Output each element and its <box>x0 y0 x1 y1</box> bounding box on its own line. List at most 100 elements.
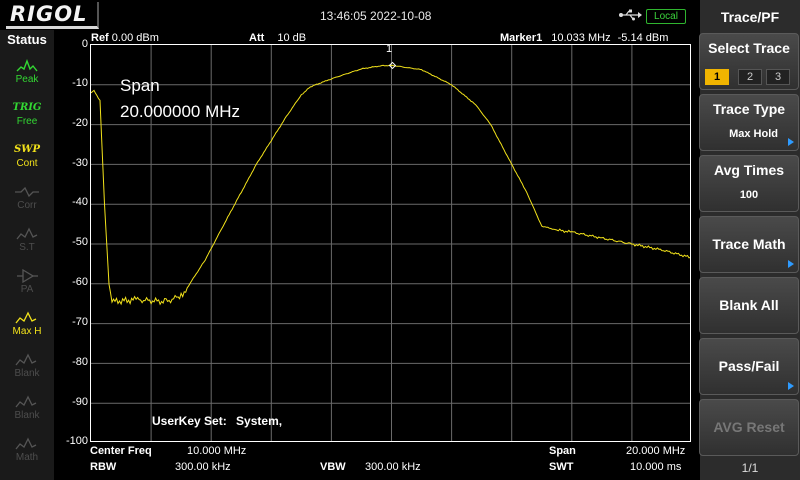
swt-label: SWT <box>549 461 574 473</box>
ref-level-readout: Ref 0.00 dBm <box>91 32 159 44</box>
select-trace-button[interactable]: Select Trace 1 2 3 <box>699 33 799 90</box>
span-value[interactable]: 20.000 MHz <box>626 445 686 457</box>
pass-fail-label: Pass/Fail <box>718 358 780 374</box>
blank-all-button[interactable]: Blank All <box>699 277 799 334</box>
peak-icon <box>16 59 38 72</box>
status-trig: TRIG Free <box>5 100 49 134</box>
status-math-label: Math <box>15 452 39 463</box>
y-tick-label: -60 <box>72 276 88 288</box>
datetime: 13:46:05 2022-10-08 <box>320 9 432 23</box>
page-indicator: 1/1 <box>741 461 759 475</box>
menu-title: Trace/PF <box>720 9 780 25</box>
y-tick-label: -70 <box>72 316 88 328</box>
rigol-logo: RIGOL <box>6 2 100 29</box>
avg-times-label: Avg Times <box>713 162 785 178</box>
trace-type-value: Max Hold <box>729 128 778 140</box>
attenuation-readout: Att 10 dB <box>249 32 306 44</box>
span-label: Span <box>549 445 576 457</box>
status-blank-2: Blank <box>5 394 49 428</box>
status-sweep-label: Cont <box>16 158 38 169</box>
y-tick-label: -50 <box>72 236 88 248</box>
status-sweep: SWP Cont <box>5 142 49 176</box>
status-blank-label: Blank <box>14 410 40 421</box>
y-tick-label: -30 <box>72 157 88 169</box>
y-tick-label: 0 <box>81 38 88 50</box>
trace-1-line <box>91 64 690 306</box>
spectrum-plot[interactable] <box>90 44 691 442</box>
y-tick-label: -40 <box>72 196 88 208</box>
status-trig-label: Free <box>16 116 38 127</box>
status-blank-label: Blank <box>14 368 40 379</box>
trace-type-label: Trace Type <box>712 101 786 117</box>
st-icon <box>16 227 38 240</box>
status-title: Status <box>7 32 47 47</box>
status-st-label: S.T <box>19 242 35 253</box>
span-overlay-value: 20.000000 MHz <box>120 102 241 121</box>
marker-readout: Marker1 10.033 MHz -5.14 dBm <box>500 32 668 44</box>
status-panel <box>0 30 54 480</box>
submenu-arrow-icon <box>788 260 794 268</box>
marker-level: -5.14 dBm <box>617 32 669 44</box>
status-pa-label: PA <box>20 284 34 295</box>
userkey-value: System, <box>236 414 283 428</box>
span-overlay-label: Span <box>120 76 160 95</box>
usb-icon <box>619 9 642 21</box>
marker-layer <box>388 61 397 70</box>
status-corr: Corr <box>5 184 49 218</box>
trace-2-option[interactable]: 2 <box>738 69 762 85</box>
status-max-hold: Max H <box>5 310 49 344</box>
status-st: S.T <box>5 226 49 260</box>
ref-label: Ref <box>91 32 109 44</box>
blank-icon <box>15 353 37 366</box>
trig-icon: TRIG <box>12 102 42 113</box>
local-badge: Local <box>646 9 686 24</box>
trace-type-button[interactable]: Trace Type Max Hold <box>699 94 799 151</box>
submenu-arrow-icon <box>788 382 794 390</box>
y-tick-label: -20 <box>72 117 88 129</box>
y-tick-label: -10 <box>72 77 88 89</box>
vbw-value[interactable]: 300.00 kHz <box>365 461 421 473</box>
top-bar <box>0 0 700 30</box>
corr-icon <box>15 186 39 198</box>
blank-icon <box>15 395 37 408</box>
swt-value[interactable]: 10.000 ms <box>630 461 682 473</box>
trace-1-option[interactable]: 1 <box>705 69 729 85</box>
y-tick-label: -100 <box>65 435 88 447</box>
userkey-label: UserKey Set: <box>152 414 227 428</box>
rbw-value[interactable]: 300.00 kHz <box>175 461 231 473</box>
blank-all-label: Blank All <box>719 297 779 313</box>
trace-layer <box>91 64 690 306</box>
vbw-label: VBW <box>320 461 346 473</box>
math-icon <box>15 437 37 450</box>
center-freq-value[interactable]: 10.000 MHz <box>187 445 247 457</box>
submenu-arrow-icon <box>788 138 794 146</box>
select-trace-label: Select Trace <box>708 40 790 56</box>
trace-math-button[interactable]: Trace Math <box>699 216 799 273</box>
userkey-readout: UserKey Set: System, <box>152 414 282 428</box>
status-math: Math <box>5 436 49 470</box>
avg-times-value: 100 <box>739 189 759 201</box>
att-value: 10 dB <box>277 32 307 44</box>
rbw-label: RBW <box>90 461 117 473</box>
pa-icon <box>17 268 38 284</box>
sweep-icon: SWP <box>14 144 40 155</box>
pass-fail-button[interactable]: Pass/Fail <box>699 338 799 395</box>
trace-3-option[interactable]: 3 <box>766 69 790 85</box>
status-blank-1: Blank <box>5 352 49 386</box>
y-tick-label: -80 <box>72 356 88 368</box>
avg-reset-button[interactable]: AVG Reset <box>699 399 799 456</box>
avg-times-button[interactable]: Avg Times 100 <box>699 155 799 212</box>
max-hold-icon <box>15 311 37 324</box>
status-peak-label: Peak <box>15 74 39 85</box>
marker-label: Marker1 <box>500 32 543 44</box>
marker-freq: 10.033 MHz <box>551 32 611 44</box>
avg-reset-label: AVG Reset <box>713 419 785 435</box>
status-pa: PA <box>5 268 49 302</box>
status-max-hold-label: Max H <box>12 326 42 337</box>
marker-1-diamond <box>388 61 397 70</box>
marker-1-label: 1 <box>386 43 393 55</box>
status-corr-label: Corr <box>17 200 37 211</box>
y-tick-label: -90 <box>72 396 88 408</box>
center-freq-label: Center Freq <box>90 445 152 457</box>
att-label: Att <box>249 32 265 44</box>
